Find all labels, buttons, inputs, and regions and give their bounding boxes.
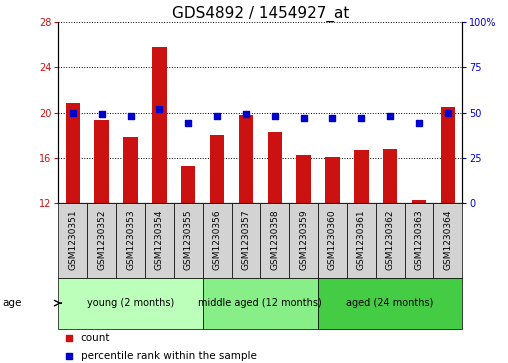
Point (242, 111, 250, 117)
Point (213, 113, 221, 119)
Point (126, 113, 135, 119)
Bar (152, 47, 167, 203)
Text: middle aged (12 months): middle aged (12 months) (199, 298, 322, 308)
Bar (87, 203, 116, 278)
Point (184, 121, 193, 126)
Bar (123, 138, 138, 203)
Title: GDS4892 / 1454927_at: GDS4892 / 1454927_at (172, 5, 349, 22)
Bar (66, 103, 80, 203)
Text: GSM1230360: GSM1230360 (328, 209, 337, 270)
Text: young (2 months): young (2 months) (87, 298, 174, 308)
Point (155, 106, 164, 112)
Bar (296, 155, 311, 203)
Bar (58, 278, 203, 329)
Bar (325, 157, 340, 203)
Bar (412, 200, 426, 203)
Point (300, 115, 308, 121)
Bar (268, 132, 282, 203)
Text: count: count (81, 333, 110, 343)
Point (98, 111, 106, 117)
Text: GSM1230363: GSM1230363 (415, 209, 424, 270)
Text: GSM1230364: GSM1230364 (443, 209, 452, 270)
Point (328, 115, 336, 121)
Bar (440, 107, 455, 203)
Text: GSM1230354: GSM1230354 (155, 209, 164, 270)
Bar (181, 166, 196, 203)
Point (444, 110, 452, 115)
Point (357, 115, 365, 121)
Point (65, 353, 73, 359)
Bar (261, 203, 289, 278)
Bar (145, 203, 174, 278)
Bar (318, 278, 462, 329)
Bar (383, 149, 397, 203)
Bar (58, 203, 87, 278)
Bar (347, 203, 376, 278)
Text: GSM1230358: GSM1230358 (270, 209, 279, 270)
Text: aged (24 months): aged (24 months) (346, 298, 434, 308)
Bar (433, 203, 462, 278)
Bar (94, 121, 109, 203)
Bar (376, 203, 404, 278)
Point (69, 110, 77, 115)
Text: GSM1230357: GSM1230357 (241, 209, 250, 270)
Text: GSM1230362: GSM1230362 (386, 209, 395, 270)
Point (386, 113, 394, 119)
Bar (232, 203, 261, 278)
Bar (289, 203, 318, 278)
Text: age: age (3, 298, 22, 308)
Text: GSM1230353: GSM1230353 (126, 209, 135, 270)
Bar (203, 278, 318, 329)
Text: GSM1230352: GSM1230352 (97, 209, 106, 270)
Text: GSM1230351: GSM1230351 (69, 209, 77, 270)
Point (271, 113, 279, 119)
Text: GSM1230359: GSM1230359 (299, 209, 308, 270)
Text: GSM1230356: GSM1230356 (212, 209, 221, 270)
Bar (239, 115, 253, 203)
Bar (210, 135, 225, 203)
Bar (318, 203, 347, 278)
Bar (116, 203, 145, 278)
Bar (354, 150, 368, 203)
Text: percentile rank within the sample: percentile rank within the sample (81, 351, 257, 361)
Bar (404, 203, 433, 278)
Text: GSM1230355: GSM1230355 (184, 209, 193, 270)
Text: GSM1230361: GSM1230361 (357, 209, 366, 270)
Point (415, 121, 423, 126)
Bar (203, 203, 232, 278)
Bar (174, 203, 203, 278)
Point (65, 335, 73, 341)
